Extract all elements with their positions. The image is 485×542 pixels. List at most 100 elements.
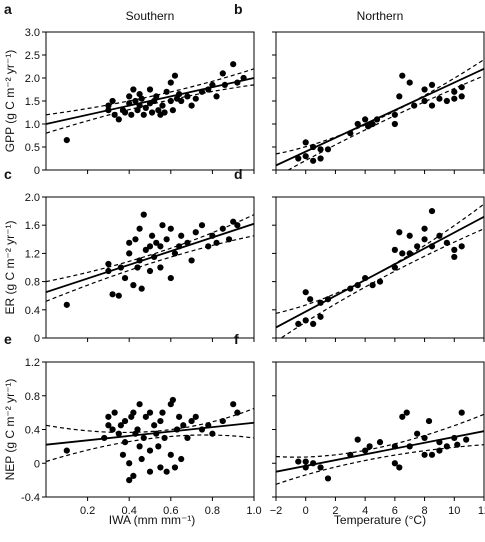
data-point <box>205 422 212 429</box>
data-point <box>128 111 135 118</box>
data-point <box>136 102 143 109</box>
data-point <box>219 417 226 425</box>
data-point <box>192 95 199 102</box>
x-tick-label: 0.6 <box>163 505 178 517</box>
data-point <box>436 95 443 102</box>
data-point <box>132 236 139 243</box>
data-point <box>142 104 149 111</box>
data-point <box>406 250 413 257</box>
y-tick-label: 2.0 <box>25 73 40 85</box>
data-point <box>136 257 143 264</box>
data-point <box>295 458 302 465</box>
data-point <box>198 88 206 95</box>
data-point <box>130 86 137 93</box>
x-tick-label: 8 <box>422 505 428 517</box>
data-point <box>399 413 406 420</box>
data-point <box>178 97 185 105</box>
data-point <box>146 447 154 454</box>
data-point <box>176 413 183 420</box>
data-point <box>428 81 436 88</box>
data-point <box>414 430 421 437</box>
data-point <box>324 146 332 153</box>
data-point <box>310 460 317 467</box>
data-point <box>230 218 237 225</box>
data-point <box>295 155 302 162</box>
ci-upper-line <box>276 203 484 314</box>
data-point <box>225 236 233 243</box>
y-tick-label: -0.4 <box>21 492 40 504</box>
data-point <box>167 97 174 105</box>
data-point <box>171 250 179 257</box>
data-point <box>463 436 470 443</box>
data-point <box>428 208 436 215</box>
data-point <box>317 146 324 153</box>
data-point <box>157 243 164 250</box>
data-point <box>234 222 241 229</box>
data-point <box>167 274 174 282</box>
y-tick-label: 0 <box>34 165 40 177</box>
data-point <box>302 289 309 296</box>
data-point <box>209 81 216 88</box>
data-point <box>414 243 421 250</box>
data-point <box>178 455 185 463</box>
data-point <box>142 246 149 253</box>
data-point <box>109 426 116 433</box>
data-point <box>109 97 116 105</box>
x-tick-label: 0.2 <box>80 505 95 517</box>
data-point <box>403 409 410 416</box>
ci-lower-line <box>280 228 484 338</box>
data-point <box>171 72 179 79</box>
y-tick-label: 1.0 <box>25 119 40 131</box>
data-point <box>406 232 413 239</box>
data-point <box>159 102 166 109</box>
data-point <box>109 291 116 298</box>
data-point <box>136 225 143 232</box>
data-point <box>295 320 302 327</box>
y-tick-label: 1.5 <box>25 96 40 108</box>
data-point <box>178 232 185 239</box>
data-point <box>163 236 170 243</box>
panel-a: a Southern 0 0.5 1.0 1.5 2.0 2.5 3.0 GPP (g C m⁻²… <box>3 1 255 177</box>
data-point <box>205 86 212 93</box>
data-point <box>421 86 428 93</box>
data-point <box>205 243 212 250</box>
data-point <box>159 409 166 416</box>
panel-label: e <box>4 331 12 347</box>
data-point <box>115 430 122 437</box>
panel-label: a <box>4 1 12 17</box>
data-point <box>302 153 309 160</box>
x-tick-label: −2 <box>270 505 283 517</box>
data-point <box>157 264 164 271</box>
data-point <box>163 468 170 475</box>
data-point <box>366 443 373 450</box>
data-point <box>157 464 164 471</box>
data-point <box>369 120 376 128</box>
data-point <box>140 111 147 118</box>
data-point <box>428 102 436 109</box>
data-point <box>421 434 428 442</box>
data-point <box>421 225 428 232</box>
y-tick-label: 0.8 <box>25 277 40 289</box>
data-point <box>302 458 309 465</box>
data-point <box>198 222 206 229</box>
data-point <box>324 296 332 303</box>
data-point <box>396 93 403 100</box>
x-tick-label: 10 <box>448 505 460 517</box>
data-point <box>192 413 199 420</box>
data-point <box>443 239 450 246</box>
y-axis-label: GPP (g C m⁻² yr⁻¹) <box>3 50 17 152</box>
y-tick-label: 1.6 <box>25 220 40 232</box>
x-tick-label: 4 <box>362 505 368 517</box>
y-tick-label: 0 <box>34 458 40 470</box>
data-point <box>209 430 216 437</box>
data-point <box>173 426 181 433</box>
data-point <box>140 211 147 218</box>
data-point <box>458 84 465 91</box>
data-point <box>63 137 70 144</box>
data-point <box>142 413 149 420</box>
x-axis-label-left: IWA (mm mm⁻¹) <box>109 513 196 527</box>
data-point <box>63 447 70 454</box>
data-point <box>458 409 465 416</box>
regression-line <box>276 67 484 167</box>
data-point <box>310 320 317 327</box>
